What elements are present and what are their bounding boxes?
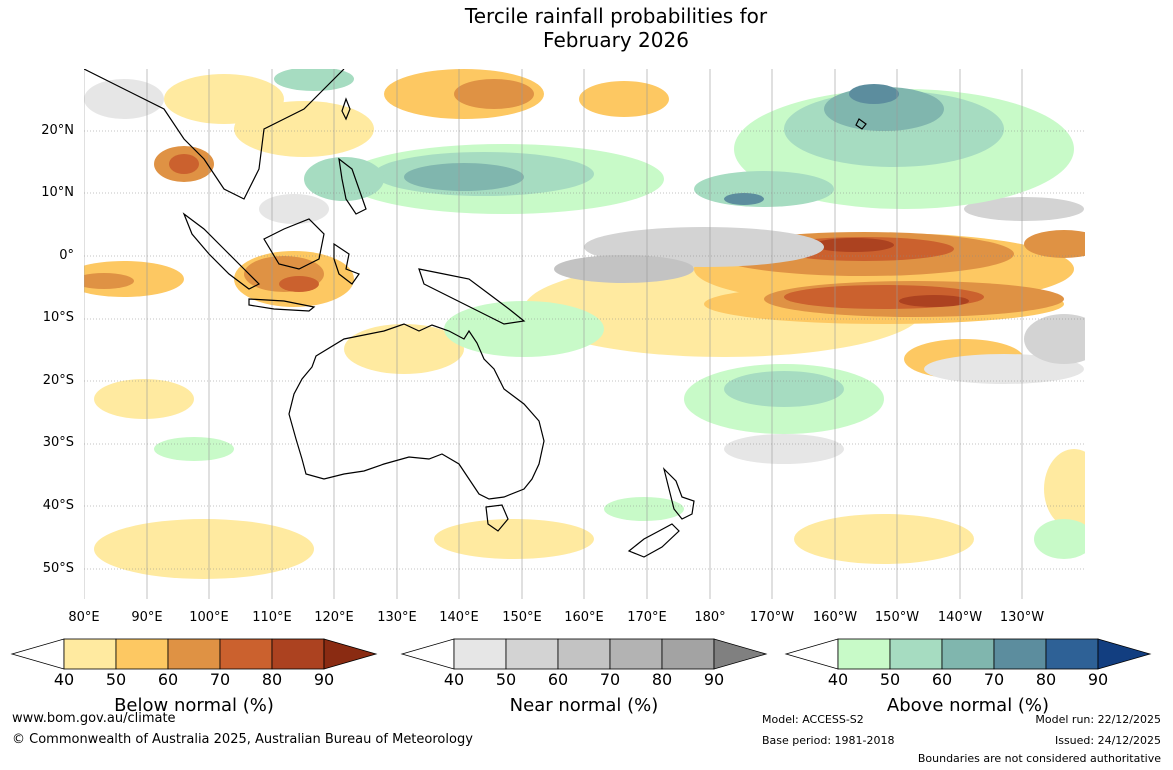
lon-label-150w: 150°W [874, 610, 920, 625]
footer-issued: Issued: 24/12/2025 [1054, 734, 1161, 747]
lon-label-120e: 120°E [314, 610, 354, 625]
coastlines [84, 69, 867, 558]
lon-label-170e: 170°E [627, 610, 667, 625]
cb-above-tick: 70 [983, 670, 1005, 689]
cb-near-tick: 50 [495, 670, 517, 689]
colorbar-title-above: Above normal (%) [886, 695, 1050, 716]
cb-below-tick: 70 [209, 670, 231, 689]
lon-label-130w: 130°W [999, 610, 1045, 625]
cb-above-tick: 50 [879, 670, 901, 689]
cb-below-5 [323, 638, 378, 670]
cb-near-1 [505, 638, 559, 670]
cb-below-tick: 60 [157, 670, 179, 689]
cb-near-tick: 60 [547, 670, 569, 689]
cb-near-tick: 90 [703, 670, 725, 689]
footer-copyright: © Commonwealth of Australia 2025, Austra… [12, 732, 473, 747]
asia-mainland [84, 69, 345, 200]
cb-below-4 [271, 638, 325, 670]
colorbar-below-normal [10, 638, 378, 670]
cb-near-tick: 40 [443, 670, 465, 689]
cb-above-5 [1097, 638, 1152, 670]
title-line-2: February 2026 [543, 28, 689, 52]
lat-label-10s: 10°S [42, 310, 74, 325]
new-zealand-south [627, 523, 680, 558]
lon-label-160e: 160°E [564, 610, 604, 625]
cb-near-2 [557, 638, 611, 670]
colorbar-title-near: Near normal (%) [509, 695, 659, 716]
cb-below-0 [63, 638, 117, 670]
cb-above-0 [837, 638, 891, 670]
lon-label-170w: 170°W [749, 610, 795, 625]
probability-map [84, 69, 1085, 599]
lat-label-20s: 20°S [42, 373, 74, 388]
borneo-coast [263, 218, 325, 270]
philippines-coast [338, 157, 367, 215]
tasmania-coast [485, 504, 509, 532]
title-line-1: Tercile rainfall probabilities for [464, 4, 768, 28]
map-svg [84, 69, 1085, 599]
cb-near-tick: 70 [599, 670, 621, 689]
cb-below-tick: 80 [261, 670, 283, 689]
footer-disclaimer: Boundaries are not considered authoritat… [917, 752, 1161, 765]
lon-label-140w: 140°W [937, 610, 983, 625]
lat-label-20n: 20°N [41, 123, 74, 138]
near-normal-regions [84, 79, 1085, 464]
cb-above-tick: 40 [827, 670, 849, 689]
cb-above-1 [889, 638, 943, 670]
cb-below-1 [115, 638, 169, 670]
lat-label-40s: 40°S [42, 498, 74, 513]
cb-below-tick: 50 [105, 670, 127, 689]
sulawesi-coast [333, 242, 360, 285]
lon-label-150e: 150°E [502, 610, 542, 625]
cb-below-tick: 90 [313, 670, 335, 689]
lat-label-30s: 30°S [42, 435, 74, 450]
cb-above-4 [1045, 638, 1099, 670]
below-normal-regions [84, 69, 1085, 579]
footer-base-period: Base period: 1981-2018 [762, 734, 895, 747]
lon-label-130e: 130°E [377, 610, 417, 625]
gridlines [84, 130, 1085, 570]
colorbar-title-below: Below normal (%) [114, 695, 274, 716]
lon-label-110e: 110°E [252, 610, 292, 625]
new-guinea-coast [418, 268, 526, 325]
hawaii-coast [855, 118, 867, 130]
lat-label-10n: 10°N [41, 185, 74, 200]
lon-label-100e: 100°E [189, 610, 229, 625]
cb-above-3 [993, 638, 1047, 670]
java-coast [248, 298, 316, 312]
footer-model-run: Model run: 22/12/2025 [1035, 713, 1161, 726]
cb-below-3 [219, 638, 273, 670]
cb-near-0 [453, 638, 507, 670]
cb-above-tick: 80 [1035, 670, 1057, 689]
lat-label-0: 0° [59, 248, 74, 263]
lat-label-50s: 50°S [42, 561, 74, 576]
footer-model: Model: ACCESS-S2 [762, 713, 864, 726]
lon-label-140e: 140°E [439, 610, 479, 625]
colorbar-above-normal [784, 638, 1152, 670]
cb-near-tick: 80 [651, 670, 673, 689]
cb-above-tick: 60 [931, 670, 953, 689]
lon-label-180: 180° [694, 610, 726, 625]
new-zealand-north [662, 467, 695, 520]
map-title: Tercile rainfall probabilities for Febru… [0, 4, 1173, 52]
cb-near-5 [713, 638, 768, 670]
colorbar-near-normal [400, 638, 768, 670]
cb-near-3 [609, 638, 663, 670]
lon-label-90e: 90°E [131, 610, 163, 625]
cb-above-tick: 90 [1087, 670, 1109, 689]
australia-coast [288, 323, 545, 500]
sumatra-coast [182, 212, 261, 290]
taiwan-coast [341, 97, 351, 121]
meridians [84, 69, 1023, 599]
lon-label-160w: 160°W [812, 610, 858, 625]
cb-below-tick: 40 [53, 670, 75, 689]
cb-near-4 [661, 638, 715, 670]
lon-label-80e: 80°E [68, 610, 100, 625]
cb-below-2 [167, 638, 221, 670]
footer-website: www.bom.gov.au/climate [12, 711, 176, 726]
cb-above-2 [941, 638, 995, 670]
